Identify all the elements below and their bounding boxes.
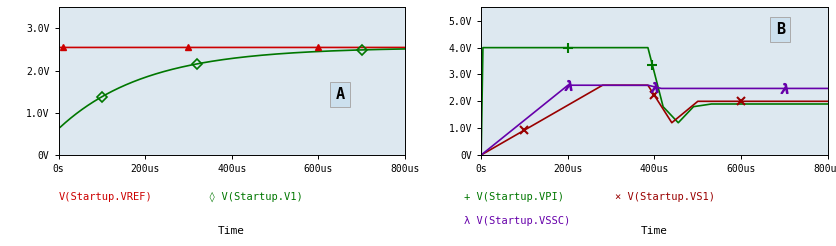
Text: ◊ V(Startup.V1): ◊ V(Startup.V1) [209,192,303,202]
Text: B: B [776,22,785,37]
Text: Time: Time [218,226,245,236]
Text: × V(Startup.VS1): × V(Startup.VS1) [615,192,715,202]
Text: V(Startup.VREF): V(Startup.VREF) [59,192,152,202]
Text: Time: Time [641,226,668,236]
Text: λ V(Startup.VSSC): λ V(Startup.VSSC) [465,216,571,227]
Text: A: A [336,87,344,102]
Text: + V(Startup.VPI): + V(Startup.VPI) [465,192,564,202]
